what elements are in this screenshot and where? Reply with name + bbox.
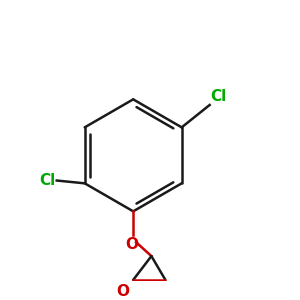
Text: O: O	[116, 284, 129, 299]
Text: Cl: Cl	[211, 89, 227, 104]
Text: O: O	[125, 236, 138, 251]
Text: Cl: Cl	[40, 173, 56, 188]
